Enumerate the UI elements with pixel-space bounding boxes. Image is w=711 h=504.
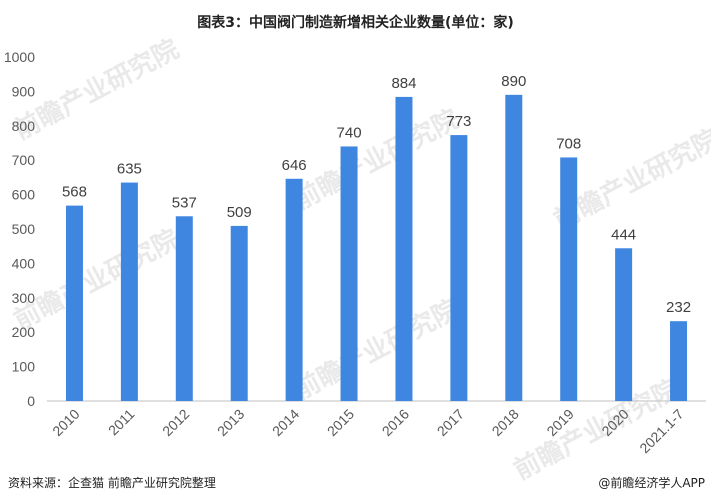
watermark-4: 前瞻产业研究院	[289, 293, 464, 406]
bar	[230, 225, 248, 401]
data-label: 890	[501, 73, 526, 90]
y-tick-label: 0	[27, 393, 35, 409]
y-tick-label: 300	[12, 290, 36, 306]
bar	[120, 182, 138, 401]
data-labels: 568 635 537 509 646 740 884 773 890 708 444 232	[62, 73, 691, 316]
bar	[560, 157, 578, 401]
bar	[340, 146, 358, 401]
bar	[65, 205, 83, 401]
y-tick-label: 400	[12, 255, 36, 271]
x-tick-label: 2017	[434, 406, 467, 439]
x-tick-label: 2018	[489, 406, 522, 439]
bars	[65, 94, 688, 402]
data-label: 646	[282, 157, 307, 174]
y-axis: 0 100 200 300 400 500 600 700 800 900 1000	[4, 49, 35, 409]
x-tick-label: 2013	[214, 406, 247, 439]
x-tick-label: 2014	[269, 406, 302, 439]
data-label: 884	[391, 75, 416, 92]
y-tick-label: 1000	[4, 49, 35, 65]
bar	[615, 248, 633, 401]
bar	[450, 135, 468, 401]
data-label: 537	[172, 194, 197, 211]
data-label: 509	[227, 204, 252, 221]
watermark-1: 前瞻产业研究院	[9, 33, 184, 146]
y-tick-label: 200	[12, 324, 36, 340]
data-label: 444	[611, 226, 636, 243]
y-tick-label: 900	[12, 83, 36, 99]
x-tick-label: 2011	[105, 406, 138, 439]
x-tick-label: 2012	[159, 406, 192, 439]
bar	[395, 96, 413, 402]
y-tick-label: 600	[12, 187, 36, 203]
x-tick-label: 2010	[49, 406, 82, 439]
data-label: 635	[117, 161, 142, 178]
x-tick-label: 2015	[324, 406, 357, 439]
y-tick-label: 800	[12, 118, 36, 134]
data-label: 568	[62, 184, 87, 201]
bar	[285, 178, 303, 401]
data-label: 708	[556, 135, 581, 152]
bar	[505, 94, 523, 401]
bar	[670, 321, 688, 401]
x-tick-label: 2016	[379, 406, 412, 439]
data-label: 232	[666, 299, 691, 316]
source-note: 资料来源：企查猫 前瞻产业研究院整理	[8, 475, 216, 490]
y-tick-label: 700	[12, 152, 36, 168]
bar	[175, 216, 193, 401]
data-label: 740	[337, 124, 362, 141]
watermark-2: 前瞻产业研究院	[9, 223, 184, 336]
data-label: 773	[446, 113, 471, 130]
brand-note: @前瞻经济学人APP	[598, 475, 705, 490]
chart-title: 图表3：中国阀门制造新增相关企业数量(单位：家)	[197, 14, 514, 31]
y-tick-label: 500	[12, 221, 36, 237]
watermark-3: 前瞻产业研究院	[289, 103, 464, 216]
y-tick-label: 100	[12, 359, 36, 375]
